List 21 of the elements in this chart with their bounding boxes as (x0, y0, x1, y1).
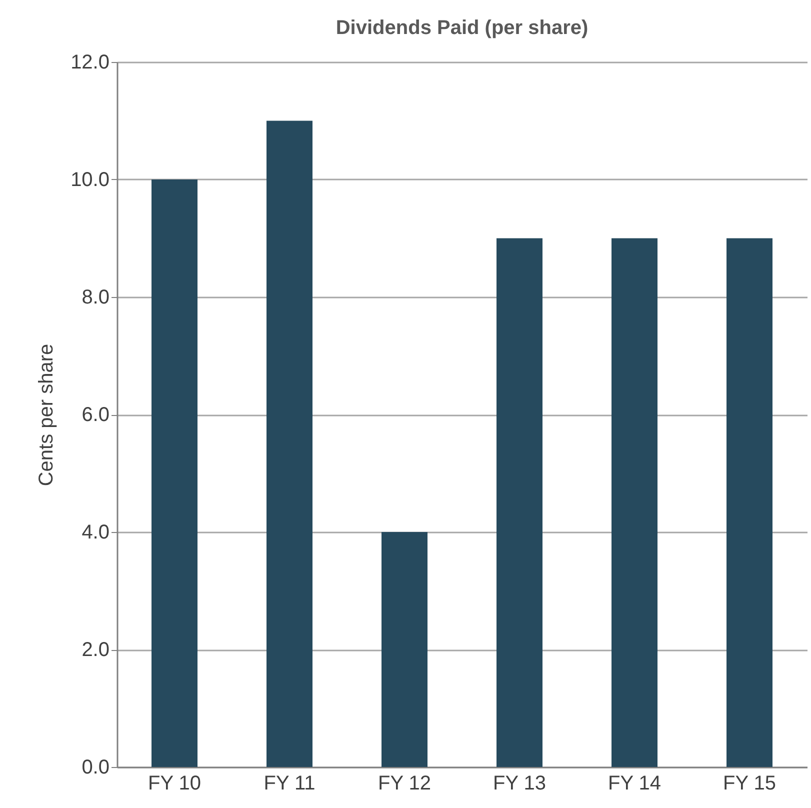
x-tick-label: FY 12 (378, 772, 431, 794)
bar (382, 532, 428, 767)
x-tick-label: FY 13 (493, 772, 546, 794)
x-tick-label: FY 11 (264, 772, 316, 794)
y-axis-title: Cents per share (36, 344, 58, 486)
y-tick-label: 6.0 (82, 404, 110, 426)
y-tick-label: 4.0 (82, 522, 110, 544)
x-tick-label: FY 15 (723, 772, 776, 794)
x-tick-label: FY 10 (148, 772, 201, 794)
bar (266, 120, 312, 767)
y-tick-label: 10.0 (70, 169, 110, 191)
y-tick-label: 0.0 (82, 756, 110, 778)
bar (496, 238, 542, 767)
x-tick-label: FY 14 (608, 772, 661, 794)
y-tick-label: 12.0 (70, 52, 110, 74)
bar (726, 238, 772, 767)
bar (612, 238, 658, 767)
y-tick-label: 8.0 (82, 286, 110, 308)
y-tick-label: 2.0 (82, 639, 110, 661)
chart-title: Dividends Paid (per share) (336, 17, 588, 39)
bar (152, 180, 198, 767)
